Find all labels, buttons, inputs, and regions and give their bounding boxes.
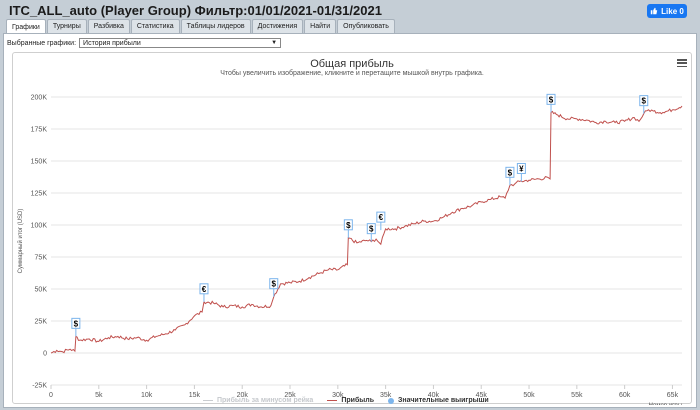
- x-tick-label: 50k: [523, 392, 535, 399]
- big-win-flag[interactable]: [269, 278, 279, 290]
- tab-find[interactable]: Найти: [304, 19, 337, 33]
- x-tick-label: 10k: [141, 392, 153, 399]
- x-tick-label: 30k: [332, 392, 344, 399]
- page-title: ITC_ALL_auto (Player Group) Фильтр:01/01…: [9, 3, 382, 18]
- legend-item-big-wins[interactable]: Значительные выигрыши: [388, 397, 489, 404]
- x-tick-label: 55k: [571, 392, 583, 399]
- y-tick-label: 200K: [31, 95, 48, 102]
- legend-line-symbol: [327, 400, 338, 401]
- big-win-flag-symbol: $: [346, 221, 351, 230]
- big-win-flag-symbol: $: [549, 95, 554, 104]
- legend-dot-symbol: [388, 397, 395, 404]
- x-tick-label: 20k: [237, 392, 249, 399]
- big-win-flag[interactable]: [343, 219, 353, 231]
- legend-item-profit[interactable]: Прибыль: [327, 397, 374, 404]
- tab-charts[interactable]: Графики: [6, 19, 46, 34]
- facebook-like-button[interactable]: Like 0: [647, 4, 687, 18]
- big-win-flag-symbol: $: [508, 168, 513, 177]
- legend-label: Прибыль за минусом рейка: [217, 397, 314, 404]
- big-win-flag-symbol: $: [369, 225, 374, 234]
- y-tick-label: 75K: [35, 255, 48, 262]
- y-tick-label: 25K: [35, 319, 48, 326]
- big-win-flag[interactable]: [376, 211, 386, 223]
- big-win-flag-symbol: €: [202, 285, 207, 294]
- big-win-flag[interactable]: [516, 162, 526, 174]
- chart-subtitle: Чтобы увеличить изображение, кликните и …: [220, 70, 484, 77]
- big-win-flag[interactable]: [366, 223, 376, 235]
- big-win-flag-symbol: $: [642, 97, 647, 106]
- tab-bar: Графики Турниры Разбивка Статистика Табл…: [6, 19, 395, 34]
- chevron-down-icon: ▼: [271, 40, 278, 46]
- big-win-flag-symbol: $: [272, 280, 277, 289]
- y-tick-label: 150K: [31, 159, 48, 166]
- y-tick-label: 100K: [31, 223, 48, 230]
- chart-container[interactable]: Общая прибыль Чтобы увеличить изображени…: [12, 52, 693, 405]
- big-win-flag[interactable]: [71, 317, 81, 329]
- tab-achievements[interactable]: Достижения: [251, 19, 304, 33]
- y-tick-label: 125K: [31, 191, 48, 198]
- chart-selector-value: История прибыли: [83, 39, 141, 47]
- legend-item-profit-without-rake[interactable]: Прибыль за минусом рейка: [203, 397, 313, 404]
- chart-legend: Прибыль за минусом рейка Прибыль Значите…: [203, 397, 489, 404]
- chart-selector-row: Выбранные графики: История прибыли ▼: [7, 38, 282, 48]
- x-tick-label: 60k: [619, 392, 631, 399]
- tab-leaderboards[interactable]: Таблицы лидеров: [180, 19, 251, 33]
- content-panel: Выбранные графики: История прибыли ▼ Общ…: [3, 33, 697, 408]
- like-label: Like 0: [661, 6, 684, 16]
- x-tick-label: 25k: [284, 392, 296, 399]
- big-win-flag-symbol: $: [74, 319, 79, 328]
- legend-label: Прибыль: [341, 397, 375, 404]
- y-tick-label: -25K: [32, 383, 47, 390]
- big-win-flag-symbol: ¥: [519, 164, 524, 173]
- x-tick-label: 35k: [380, 392, 392, 399]
- y-tick-label: 50K: [35, 287, 48, 294]
- legend-line-symbol: [203, 400, 213, 401]
- big-win-flag[interactable]: [639, 95, 649, 107]
- y-tick-label: 175K: [31, 127, 48, 134]
- x-tick-label: 0: [49, 392, 53, 399]
- thumbs-up-icon: [650, 7, 658, 15]
- tab-breakdown[interactable]: Разбивка: [87, 19, 130, 33]
- tab-publish[interactable]: Опубликовать: [337, 19, 395, 33]
- big-win-flag[interactable]: [199, 283, 209, 295]
- x-tick-label: 45k: [476, 392, 488, 399]
- chart-title: Общая прибыль: [310, 58, 394, 70]
- y-tick-label: 0: [43, 351, 47, 358]
- legend-label: Значительные выигрыши: [398, 397, 489, 404]
- big-win-flag-symbol: €: [379, 213, 384, 222]
- x-tick-label: 5k: [95, 392, 103, 399]
- big-win-flag[interactable]: [505, 166, 515, 178]
- x-tick-label: 15k: [189, 392, 201, 399]
- hamburger-menu-icon[interactable]: [677, 59, 687, 67]
- big-win-flag[interactable]: [546, 93, 556, 105]
- chart-selector-dropdown[interactable]: История прибыли ▼: [79, 38, 282, 48]
- tab-statistics[interactable]: Статистика: [130, 19, 180, 33]
- profit-series-line[interactable]: [50, 105, 683, 354]
- chart-selector-label: Выбранные графики:: [7, 39, 77, 47]
- x-axis-title: Номер игры: [649, 403, 682, 405]
- tab-tournaments[interactable]: Турниры: [46, 19, 87, 33]
- x-tick-label: 40k: [428, 392, 440, 399]
- x-tick-label: 65k: [667, 392, 679, 399]
- y-axis-title: Суммарный итог (USD): [17, 209, 24, 274]
